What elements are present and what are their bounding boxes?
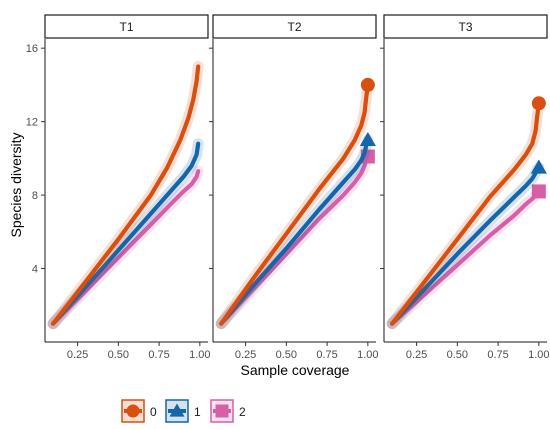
legend: 0 1 2 [121, 399, 246, 423]
y-tick-label: 16 [26, 43, 38, 55]
x-tick-label: 1.00 [528, 349, 549, 361]
series-line-1 [219, 137, 370, 326]
series-line-1 [50, 141, 201, 326]
facet-strip-label: T2 [287, 20, 301, 34]
x-tick-label: 0.50 [108, 349, 129, 361]
x-tick-label: 0.25 [235, 349, 256, 361]
facet-strip [383, 14, 548, 39]
legend-label: 0 [150, 405, 157, 419]
y-tick-label: 12 [26, 117, 38, 129]
x-tick-label: 0.50 [447, 349, 468, 361]
facet-strip-label: T1 [119, 20, 133, 34]
y-tick-label: 4 [32, 264, 38, 276]
series-point-0 [360, 77, 375, 92]
x-tick-label: 0.25 [406, 349, 427, 361]
facet-strip [212, 14, 377, 39]
y-axis-title: Species diversity [8, 132, 24, 237]
x-tick-label: 1.00 [189, 349, 210, 361]
legend-label: 1 [194, 405, 201, 419]
series-point-0 [531, 96, 546, 111]
series-line-0 [219, 82, 370, 326]
x-tick-label: 0.75 [148, 349, 169, 361]
x-tick-label: 1.00 [357, 349, 378, 361]
panel-t3: T3 0.25 0.50 0.75 1.00 [380, 14, 550, 361]
x-tick-label: 0.75 [487, 349, 508, 361]
legend-key-marker [169, 403, 185, 417]
x-tick-label: 0.75 [316, 349, 337, 361]
legend-label: 2 [239, 405, 246, 419]
legend-key-marker [126, 404, 140, 418]
series-point-2 [531, 184, 546, 199]
series-band-0 [215, 79, 374, 330]
series-point-1 [530, 159, 547, 174]
series-line-0 [390, 101, 542, 326]
x-tick-label: 0.50 [276, 349, 297, 361]
x-tick-label: 0.25 [67, 349, 88, 361]
series-line-0 [50, 64, 201, 326]
x-axis-title: Sample coverage [241, 362, 350, 378]
y-tick-label: 8 [32, 190, 38, 202]
series-line-2 [50, 169, 201, 326]
legend-item-1: 1 [165, 399, 201, 423]
facet-strip [44, 14, 209, 39]
panel-t2: T2 0.25 0.50 0.75 1.00 [209, 14, 379, 361]
legend-item-2: 2 [210, 399, 246, 423]
series-point-1 [359, 131, 376, 147]
legend-key-marker [215, 404, 229, 418]
legend-item-0: 0 [121, 399, 157, 423]
facet-strip-label: T3 [458, 20, 472, 34]
panel-t1: T1 0.25 0.50 0.75 1.00 4 8 12 16 [26, 14, 211, 361]
